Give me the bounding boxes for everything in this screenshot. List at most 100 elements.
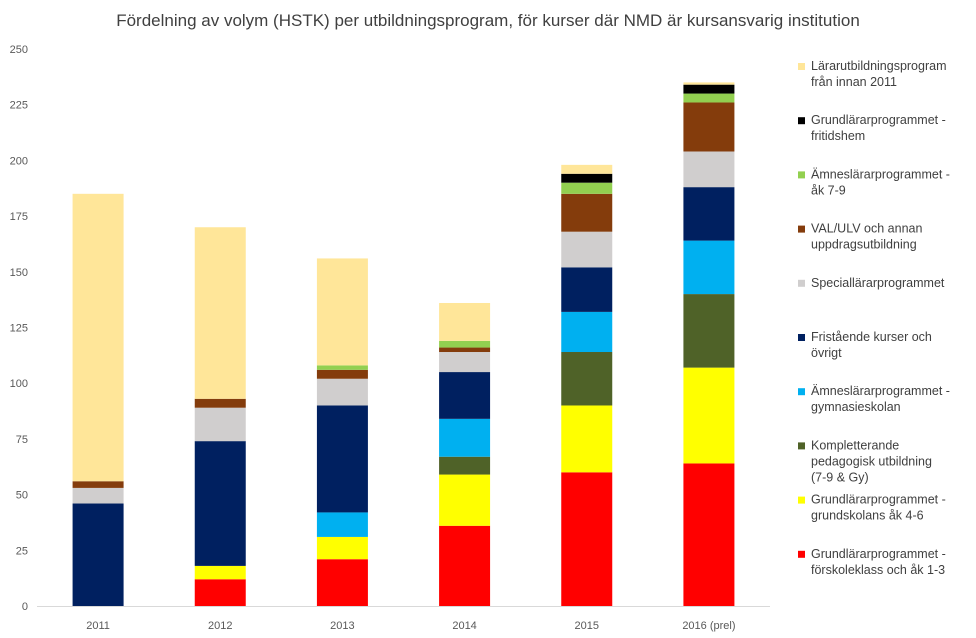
y-tick-label: 25 [16,545,28,557]
x-tick-label: 2014 [452,620,476,632]
legend-label: Kompletterande pedagogisk utbildning (7-9 … [811,438,932,484]
bar-segment [683,93,735,103]
bar-segment [561,231,613,268]
y-tick-label: 100 [10,378,28,390]
legend-swatch [798,117,805,125]
bar-segment [561,352,613,406]
bar-segment [439,418,491,457]
bar-segment [72,481,124,488]
legend-swatch [798,225,805,233]
legend-item: Grundlärarprogrammet -fritidshem [798,113,946,143]
legend-item: Grundlärarprogrammet -grundskolans åk 4-… [798,493,946,523]
legend-item: Grundlärarprogrammet -förskoleklass och … [798,547,946,577]
bar-segment [316,378,368,406]
legend-swatch [798,334,805,341]
bar-segment [561,472,613,606]
legend-swatch [798,388,805,396]
bar-segment [561,182,613,194]
bar-segment [683,240,735,295]
y-tick-label: 200 [10,155,28,167]
chart-title: Fördelning av volym (HSTK) per utbildnin… [116,11,860,30]
legend-label: Grundlärarprogrammet -fritidshem [811,113,946,143]
y-tick-label: 75 [16,434,28,446]
bar-segment [683,84,735,94]
bar-segment [72,487,124,504]
bar-segment [683,187,735,241]
bar-segment [439,302,491,341]
legend-swatch [798,63,805,70]
bar-segment [439,347,491,353]
bar-segment [683,102,735,152]
legend-swatch [798,550,805,558]
legend-item: Ämneslärarprogrammet -gymnasieskolan [798,384,950,414]
bar-segment [439,474,491,526]
legend-item: Lärarutbildningsprogram från innan 2011 [798,59,947,89]
y-tick-label: 250 [10,44,28,56]
bar-segment [316,365,368,370]
bar-segment [316,258,368,366]
legend-label: Grundlärarprogrammet -förskoleklass och … [811,547,946,577]
legend-label: Fristående kurser och övrigt [811,330,932,360]
bar-segment [194,407,246,442]
y-tick-label: 50 [16,490,28,502]
bar-segment [683,294,735,368]
legend-swatch [798,496,805,504]
bar-segment [316,536,368,560]
bar-segment [561,405,613,473]
bar-segment [439,456,491,475]
bar-segment [72,503,124,606]
legend-swatch [798,279,805,287]
bar-segment [683,463,735,606]
legend-item: Speciallärarprogrammet [798,276,945,290]
x-tick-label: 2011 [86,620,110,632]
legend-item: Kompletterande pedagogisk utbildning (7-9 … [798,438,932,484]
y-tick-label: 0 [22,601,28,613]
x-tick-label: 2015 [575,620,599,632]
bar-segment [439,372,491,419]
bar-segment [72,193,124,482]
bar-segment [316,369,368,379]
x-tick-label: 2012 [208,620,232,632]
bar-segment [683,151,735,188]
bar-segment [561,267,613,312]
bar-segment [561,311,613,353]
bar-segment [439,352,491,373]
bar-segment [439,340,491,348]
x-axis: 2011 2012 2013 2014 2015 2016 (prel) [37,606,770,632]
legend-label: VAL/ULV och annan uppdragsutbildning [811,222,922,252]
bar-segment [194,398,246,408]
legend-item: Ämneslärarprogrammet -åk 7-9 [798,167,950,197]
bar-segment [194,227,246,399]
bar-segment [683,367,735,464]
bar-segment [194,579,246,606]
legend-swatch [798,442,805,450]
y-tick-label: 225 [10,100,28,112]
bar-segment [316,559,368,606]
legend-item: Fristående kurser och övrigt [798,330,932,360]
legend: Lärarutbildningsprogram från innan 2011 Gr… [798,59,950,577]
bar-segment [194,441,246,566]
legend-label: Lärarutbildningsprogram från innan 2011 [811,59,947,89]
y-tick-label: 150 [10,267,28,279]
legend-label: Ämneslärarprogrammet -åk 7-9 [811,167,950,197]
bar-segment [561,193,613,232]
legend-label: Grundlärarprogrammet -grundskolans åk 4-… [811,493,946,523]
bars [72,82,735,606]
y-axis: 0 25 50 75 100 125 150 175 200 225 250 [10,44,28,613]
x-tick-label: 2016 (prel) [682,620,735,632]
x-tick-label: 2013 [330,620,354,632]
bar-segment [439,525,491,606]
bar-segment [561,164,613,174]
legend-item: VAL/ULV och annan uppdragsutbildning [798,222,922,252]
bar-segment [316,405,368,513]
bar-segment [683,82,735,85]
bar-segment [194,565,246,580]
y-tick-label: 175 [10,211,28,223]
bar-segment [316,512,368,537]
legend-label: Speciallärarprogrammet [811,276,945,290]
legend-swatch [798,171,805,179]
y-tick-label: 125 [10,323,28,335]
legend-label: Ämneslärarprogrammet -gymnasieskolan [811,384,950,414]
